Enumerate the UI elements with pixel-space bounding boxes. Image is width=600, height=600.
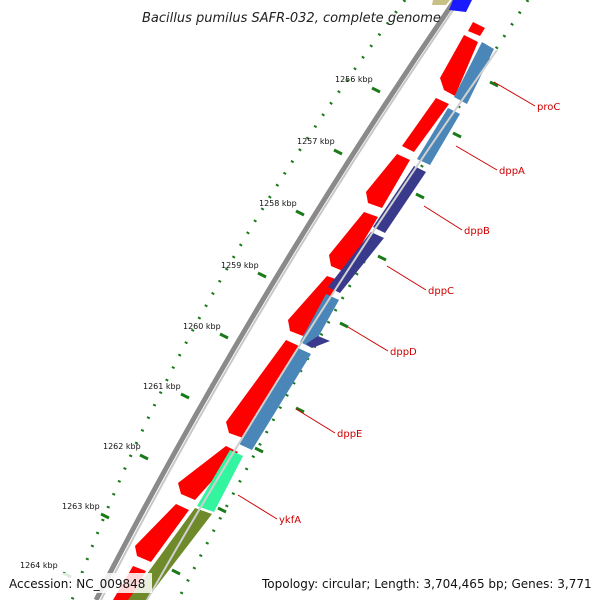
scale-label: 1261 kbp [143, 382, 181, 391]
gene-block-proC [454, 42, 494, 104]
cds-arrow [468, 22, 485, 36]
footer-accession-bg [6, 573, 152, 593]
forward-cds-track [113, 22, 485, 600]
cds-arrow [135, 504, 189, 562]
gene-label-dppE: dppE [337, 429, 362, 440]
feature-block-khaki [432, 0, 450, 5]
gene-label-dppC: dppC [428, 286, 454, 297]
gene-block-dppE [239, 348, 311, 450]
scale-tick [100, 512, 110, 520]
gene-label-dppA: dppA [499, 166, 525, 177]
scale-label: 1264 kbp [20, 561, 58, 570]
scale-tick [333, 148, 343, 156]
gene-label-dppD: dppD [390, 347, 417, 358]
gene-label-ykfA: ykfA [279, 515, 301, 526]
scale-label: 1259 kbp [221, 261, 259, 270]
cds-arrow [440, 35, 478, 96]
scale-tick [219, 332, 229, 340]
scale-label: 1258 kbp [259, 199, 297, 208]
scale-label: 1263 kbp [62, 502, 100, 511]
gene-label-proC: proC [537, 102, 560, 113]
cds-arrow [402, 98, 449, 152]
scale-label: 1256 kbp [335, 75, 373, 84]
topology-label: Topology: circular; Length: 3,704,465 bp… [261, 577, 592, 591]
genome-backbone-edge [100, 0, 461, 600]
cds-arrow [329, 212, 378, 272]
gene-leader-lines [237, 81, 536, 520]
scale-label: 1257 kbp [297, 137, 335, 146]
scale-tick [257, 271, 267, 279]
inner-ticks [171, 80, 499, 576]
gene-block-dppD [300, 294, 339, 348]
inner-dotted-guide [176, 0, 530, 600]
scale-ticks [62, 86, 381, 579]
scale-tick [139, 453, 149, 461]
map-title: Bacillus pumilus SAFR-032, complete geno… [142, 11, 441, 26]
gene-block-ykfA [197, 450, 243, 512]
genome-backbone [93, 0, 458, 600]
gene-block-dppB [373, 166, 426, 233]
inner-shadow-line [146, 49, 498, 600]
scale-tick [295, 209, 305, 217]
footer-topology-bg [258, 573, 596, 593]
cds-arrow [288, 276, 341, 336]
cds-arrow [226, 340, 299, 438]
accession-label: Accession: NC_009848 [9, 577, 145, 591]
cds-arrow [366, 154, 410, 208]
scale-label: 1260 kbp [183, 322, 221, 331]
gene-block-dppD-dark [306, 336, 330, 348]
gene-label-dppB: dppB [464, 226, 490, 237]
scale-tick [180, 392, 190, 400]
cds-arrow [178, 446, 238, 500]
feature-block-blue [449, 0, 472, 12]
outer-dotted-guide [70, 0, 407, 600]
scale-label: 1262 kbp [103, 442, 141, 451]
scale-tick [371, 86, 381, 94]
